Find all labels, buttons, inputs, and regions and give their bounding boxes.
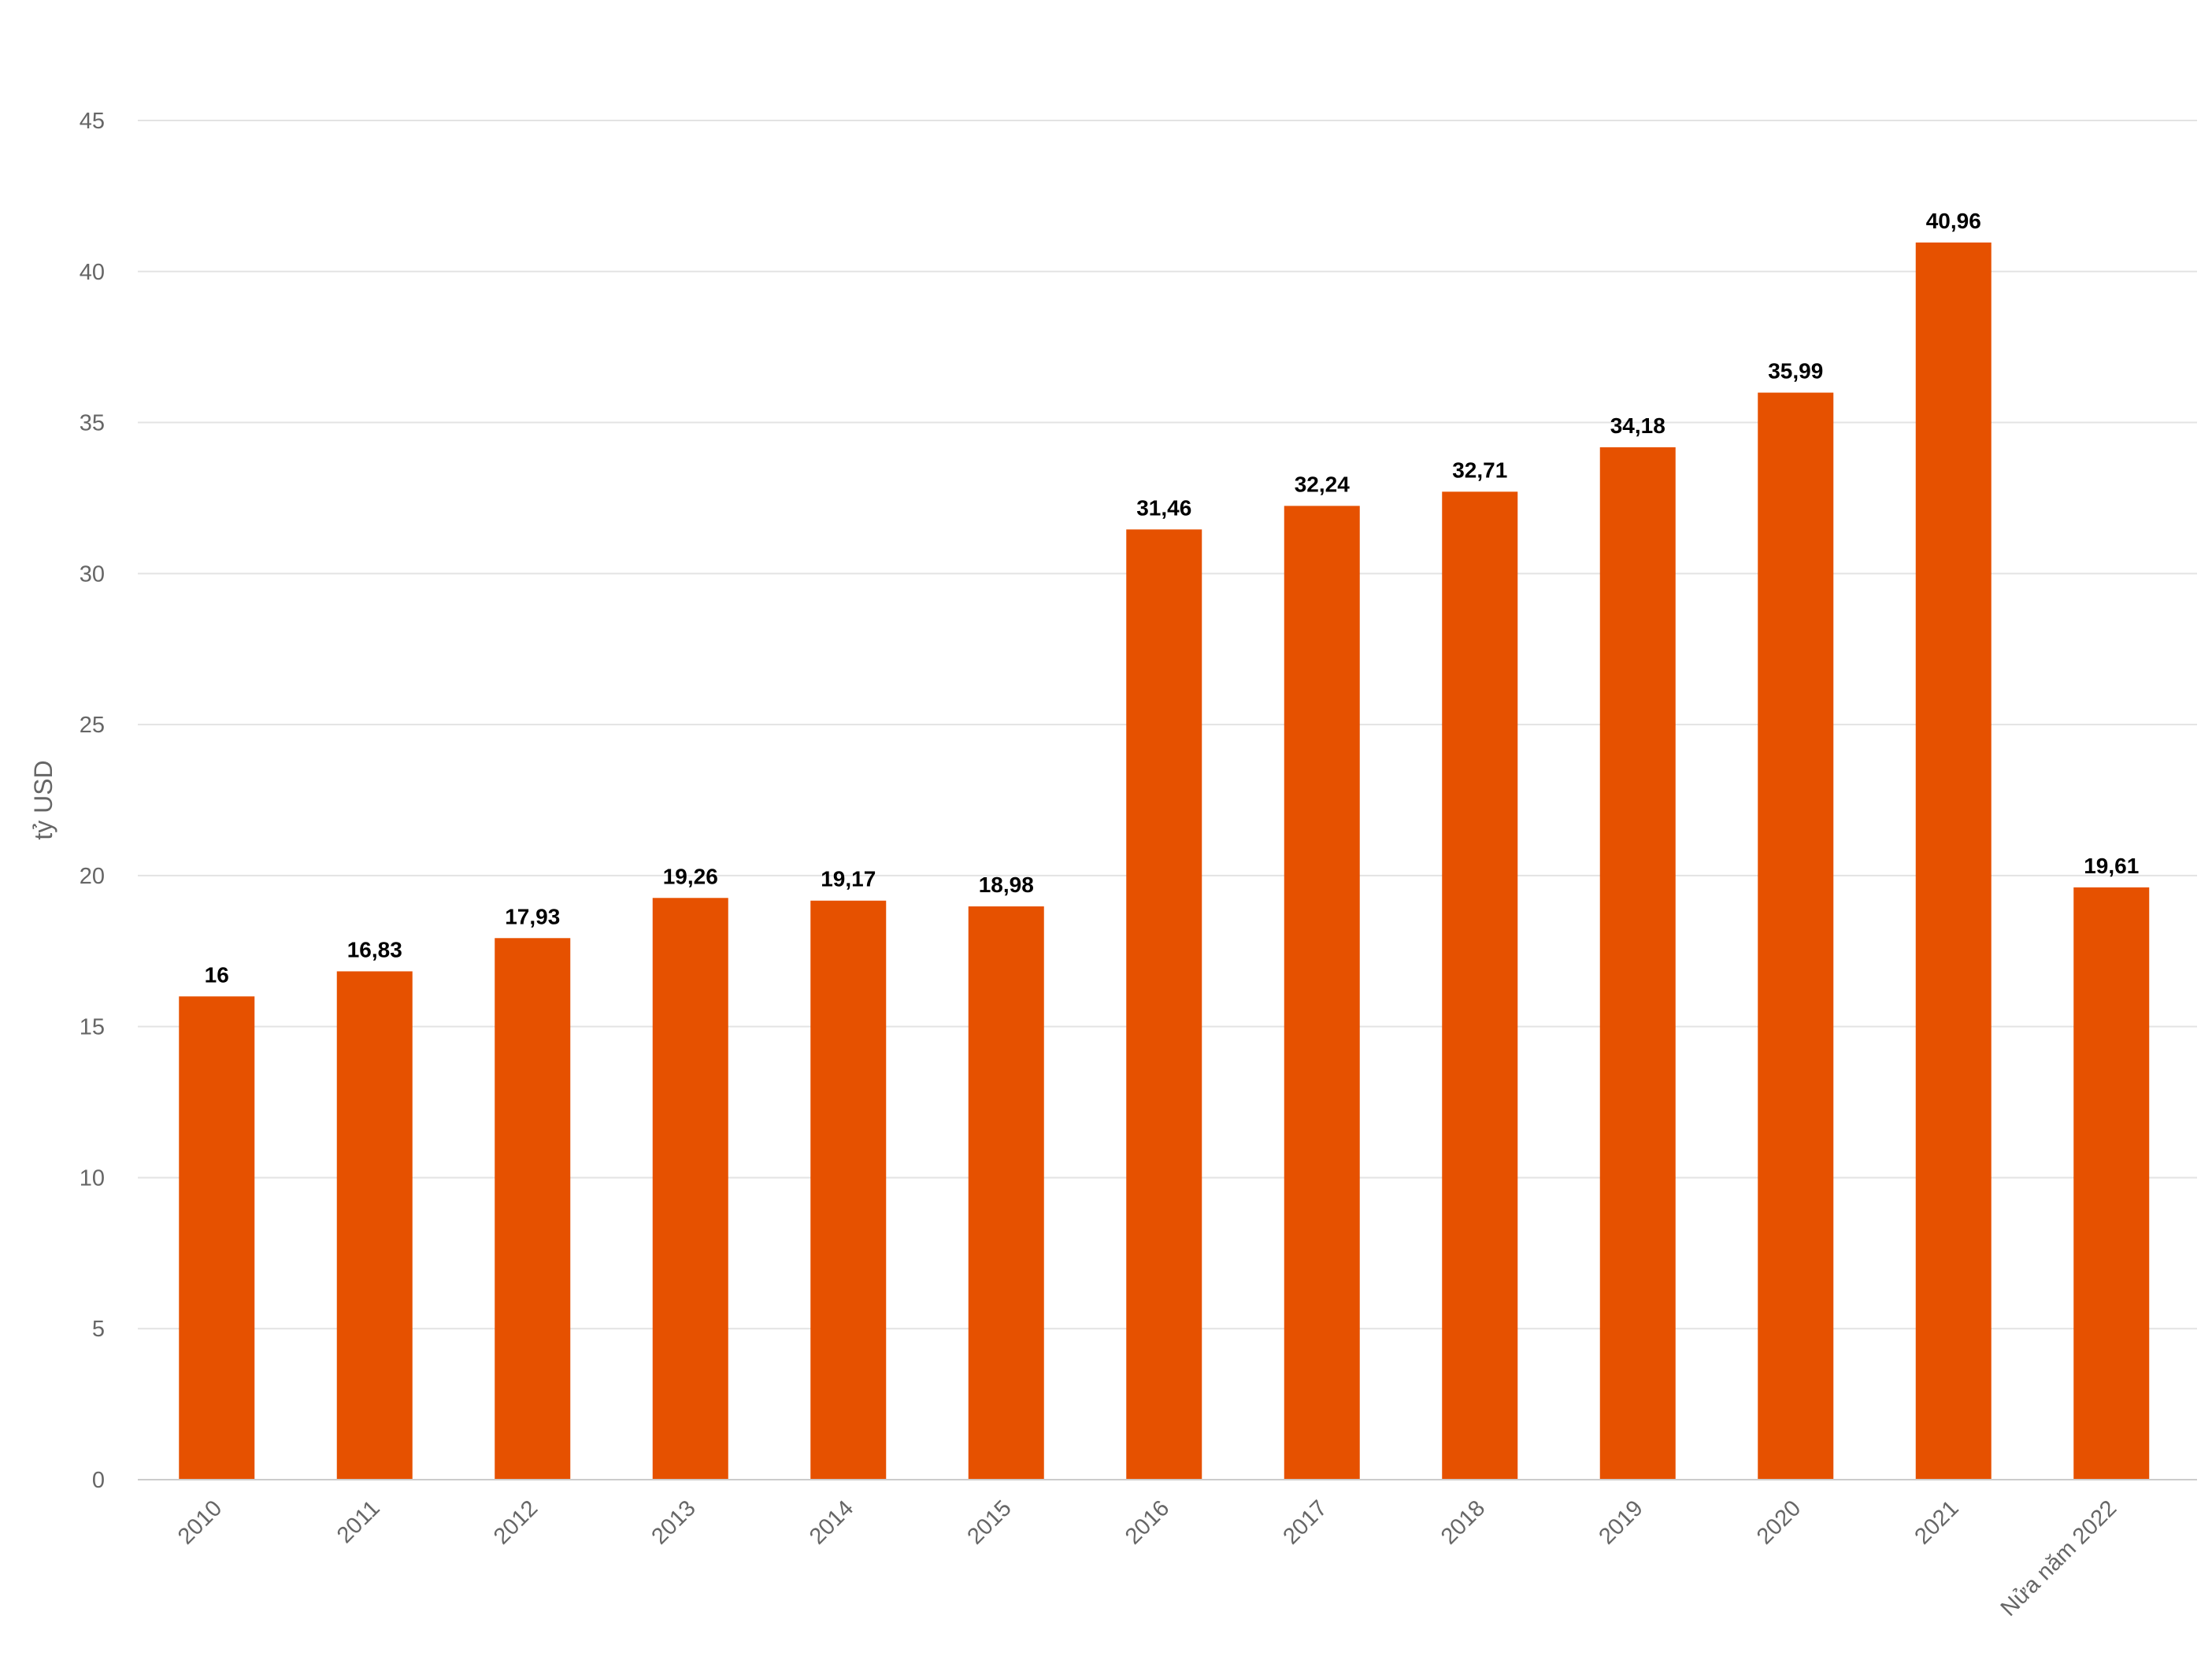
bar: [336, 971, 413, 1480]
x-tick-label: 2018: [1436, 1495, 1490, 1549]
bar: [1126, 529, 1202, 1480]
y-axis-ticks: 0 5 10 15 20 25 30 35 40 45: [80, 109, 105, 1493]
x-tick-label: 2017: [1278, 1495, 1332, 1549]
data-label: 18,98: [979, 873, 1034, 897]
bar: [1284, 506, 1360, 1480]
data-label: 32,24: [1295, 472, 1350, 496]
x-tick-label: 2012: [489, 1495, 543, 1549]
bars: [179, 242, 2150, 1480]
x-tick-label: 2015: [962, 1495, 1016, 1549]
bar: [968, 906, 1044, 1480]
data-label: 17,93: [505, 904, 560, 928]
bar: [1442, 491, 1518, 1480]
y-tick-label: 0: [92, 1468, 105, 1493]
data-label: 31,46: [1136, 495, 1191, 520]
y-tick-label: 5: [92, 1317, 105, 1342]
y-tick-label: 35: [80, 411, 105, 436]
y-tick-label: 25: [80, 713, 105, 738]
y-tick-label: 40: [80, 260, 105, 285]
data-label: 34,18: [1610, 413, 1665, 438]
data-label: 19,61: [2084, 854, 2139, 878]
x-tick-label: 2011: [332, 1495, 385, 1548]
y-tick-label: 20: [80, 864, 105, 889]
x-tick-label: 2020: [1752, 1495, 1806, 1549]
y-tick-label: 15: [80, 1015, 105, 1040]
x-tick-label: Nửa năm 2022: [1996, 1495, 2121, 1621]
data-label: 19,26: [663, 864, 718, 888]
x-tick-label: 2021: [1910, 1495, 1963, 1549]
bar: [1915, 242, 1992, 1480]
bar: [1599, 447, 1676, 1480]
bar: [2073, 887, 2150, 1480]
bar: [810, 900, 887, 1480]
x-tick-label: 2014: [805, 1495, 858, 1549]
y-axis-title: tỷ USD: [29, 760, 57, 839]
x-tick-label: 2019: [1594, 1495, 1647, 1549]
data-label: 40,96: [1926, 209, 1981, 233]
y-tick-label: 30: [80, 561, 105, 587]
bar: [1758, 392, 1834, 1480]
data-label: 16: [205, 962, 229, 987]
y-tick-label: 45: [80, 109, 105, 134]
bar: [179, 996, 255, 1480]
data-label: 19,17: [821, 867, 876, 891]
data-label: 35,99: [1768, 359, 1823, 384]
x-tick-label: 2016: [1121, 1495, 1174, 1549]
y-tick-label: 10: [80, 1165, 105, 1191]
data-label: 16,83: [347, 937, 402, 962]
x-axis-ticks: 2010 2011 2012 2013 2014 2015 2016 2017 2018 2019…: [173, 1495, 2121, 1621]
bar: [652, 898, 728, 1480]
data-labels: 16 16,83 17,93 19,26 19,17 18,98 31,46 32,24 32,…: [205, 209, 2140, 987]
bar: [495, 938, 571, 1480]
x-tick-label: 2010: [173, 1495, 227, 1549]
x-tick-label: 2013: [647, 1495, 700, 1549]
data-label: 32,71: [1452, 458, 1507, 482]
